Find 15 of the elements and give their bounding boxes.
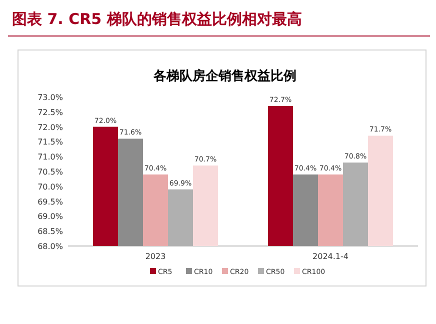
y-tick-label: 72.5% bbox=[38, 108, 64, 117]
y-tick-label: 68.0% bbox=[38, 242, 64, 251]
y-tick-label: 71.0% bbox=[38, 152, 64, 162]
x-tick-label: 2024.1-4 bbox=[312, 252, 348, 261]
chart-subtitle: 各梯队房企销售权益比例 bbox=[152, 68, 296, 84]
y-tick-label: 71.5% bbox=[38, 138, 64, 147]
y-tick-label: 68.5% bbox=[38, 227, 64, 236]
y-tick-label: 70.0% bbox=[38, 182, 64, 192]
y-tick-label: 69.0% bbox=[38, 212, 64, 222]
y-tick-label: 69.5% bbox=[38, 197, 64, 206]
x-tick-label: 2023 bbox=[145, 252, 166, 261]
y-tick-label: 70.5% bbox=[38, 168, 64, 176]
y-tick-label: 73.0% bbox=[38, 93, 64, 102]
chart-title: 图表 7. CR5 梯队的销售权益比例相对最高 bbox=[12, 10, 302, 28]
y-tick-label: 72.0% bbox=[38, 122, 64, 132]
